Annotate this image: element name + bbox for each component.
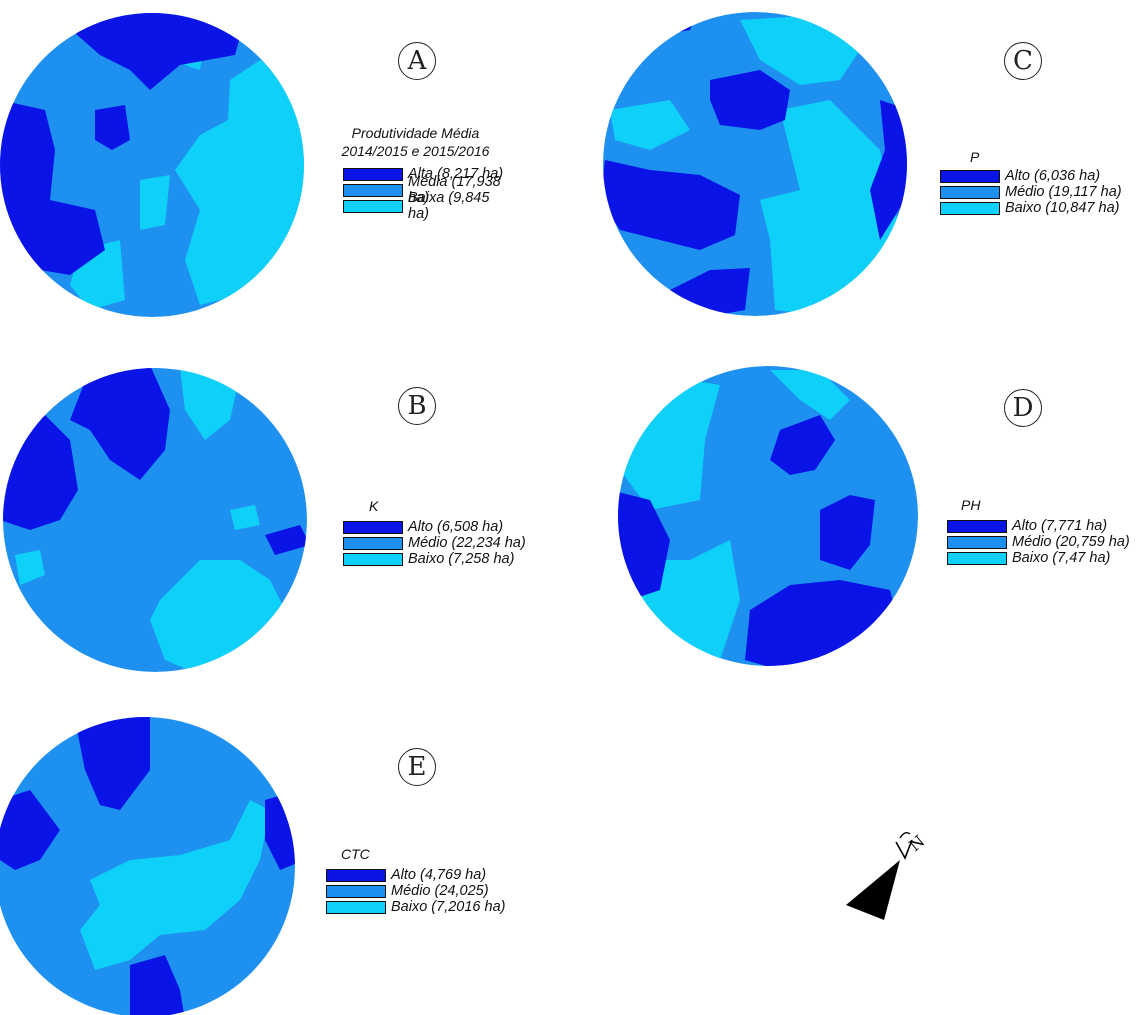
panel-letter-b: B: [398, 387, 436, 425]
legend-a-swatch-medium: [343, 183, 403, 197]
legend-e-title: CTC: [341, 846, 370, 862]
legend-a: Produtividade Média 2014/2015 e 2015/201…: [318, 124, 513, 222]
legend-a-row-low: Baixa (9,845 ha): [343, 190, 513, 222]
legend-d-swatch-low: [947, 551, 1007, 565]
legend-e-swatch-low: [326, 900, 386, 914]
legend-b-label-high: Alto (6,508 ha): [408, 519, 504, 535]
legend-c-row-low: Baixo (10,847 ha): [940, 200, 1140, 216]
legend-a-row-high: Alta (8,217 ha): [343, 166, 513, 182]
legend-e-label-high: Alto (4,769 ha): [391, 867, 487, 883]
legend-c: P Alto (6,036 ha) Médio (19,117 ha) Baix…: [940, 148, 1140, 216]
legend-c-row-high: Alto (6,036 ha): [940, 168, 1140, 184]
map-a: [0, 13, 304, 317]
map-d: [618, 366, 918, 666]
legend-c-label-medium: Médio (19,117 ha): [1005, 184, 1122, 200]
legend-e: CTC Alto (4,769 ha) Médio (24,025) Baixo…: [326, 845, 526, 915]
legend-e-swatch-medium: [326, 884, 386, 898]
legend-b-row-low: Baixo (7,258 ha): [343, 551, 543, 567]
legend-e-label-medium: Médio (24,025): [391, 883, 489, 899]
legend-a-swatch-low: [343, 199, 403, 213]
legend-a-row-medium: Média (17,938 ha): [343, 174, 513, 206]
legend-e-row-medium: Médio (24,025): [326, 883, 526, 899]
legend-a-label-low: Baixa (9,845 ha): [408, 190, 490, 222]
legend-a-title-line-1: Produtividade Média: [351, 125, 480, 141]
legend-b-swatch-low: [343, 552, 403, 566]
map-e: [0, 717, 295, 1015]
legend-d-swatch-medium: [947, 535, 1007, 549]
legend-b-swatch-medium: [343, 536, 403, 550]
legend-c-label-low: Baixo (10,847 ha): [1005, 200, 1120, 216]
legend-d-label-medium: Médio (20,759 ha): [1012, 534, 1130, 550]
legend-d-row-high: Alto (7,771 ha): [947, 518, 1142, 534]
legend-a-label-medium: Média (17,938 ha): [408, 174, 501, 206]
legend-d-label-high: Alto (7,771 ha): [1012, 518, 1108, 534]
panel-letter-d: D: [1004, 389, 1042, 427]
legend-b-label-low: Baixo (7,258 ha): [408, 551, 515, 567]
legend-a-title-line-2: 2014/2015 e 2015/2016: [341, 143, 490, 159]
legend-c-label-high: Alto (6,036 ha): [1005, 168, 1101, 184]
legend-a-swatch-high: [343, 167, 403, 181]
legend-e-row-high: Alto (4,769 ha): [326, 867, 526, 883]
legend-b-label-medium: Médio (22,234 ha): [408, 535, 526, 551]
legend-c-row-medium: Médio (19,117 ha): [940, 184, 1140, 200]
panel-letter-e: E: [398, 748, 436, 786]
map-b: [3, 368, 307, 672]
legend-e-swatch-high: [326, 868, 386, 882]
legend-b-title: K: [369, 498, 379, 514]
legend-b-row-medium: Médio (22,234 ha): [343, 535, 543, 551]
legend-d-row-low: Baixo (7,47 ha): [947, 550, 1142, 566]
legend-e-row-low: Baixo (7,2016 ha): [326, 899, 526, 915]
panel-letter-a: A: [398, 42, 436, 80]
legend-b-row-high: Alto (6,508 ha): [343, 519, 543, 535]
legend-b-swatch-high: [343, 520, 403, 534]
legend-d-swatch-high: [947, 519, 1007, 533]
legend-c-swatch-low: [940, 201, 1000, 215]
legend-e-label-low: Baixo (7,2016 ha): [391, 899, 506, 915]
legend-d-label-low: Baixo (7,47 ha): [1012, 550, 1111, 566]
north-label: N: [905, 832, 928, 856]
map-c: [603, 12, 907, 316]
legend-a-label-high: Alta (8,217 ha): [408, 166, 504, 182]
legend-c-swatch-medium: [940, 185, 1000, 199]
legend-d-title: PH: [961, 497, 981, 513]
legend-c-title: P: [970, 149, 980, 165]
legend-d: PH Alto (7,771 ha) Médio (20,759 ha) Bai…: [947, 496, 1142, 566]
north-arrow-icon: N: [846, 832, 928, 920]
panel-letter-c: C: [1004, 42, 1042, 80]
legend-b: K Alto (6,508 ha) Médio (22,234 ha) Baix…: [343, 497, 543, 567]
legend-d-row-medium: Médio (20,759 ha): [947, 534, 1142, 550]
legend-c-swatch-high: [940, 169, 1000, 183]
